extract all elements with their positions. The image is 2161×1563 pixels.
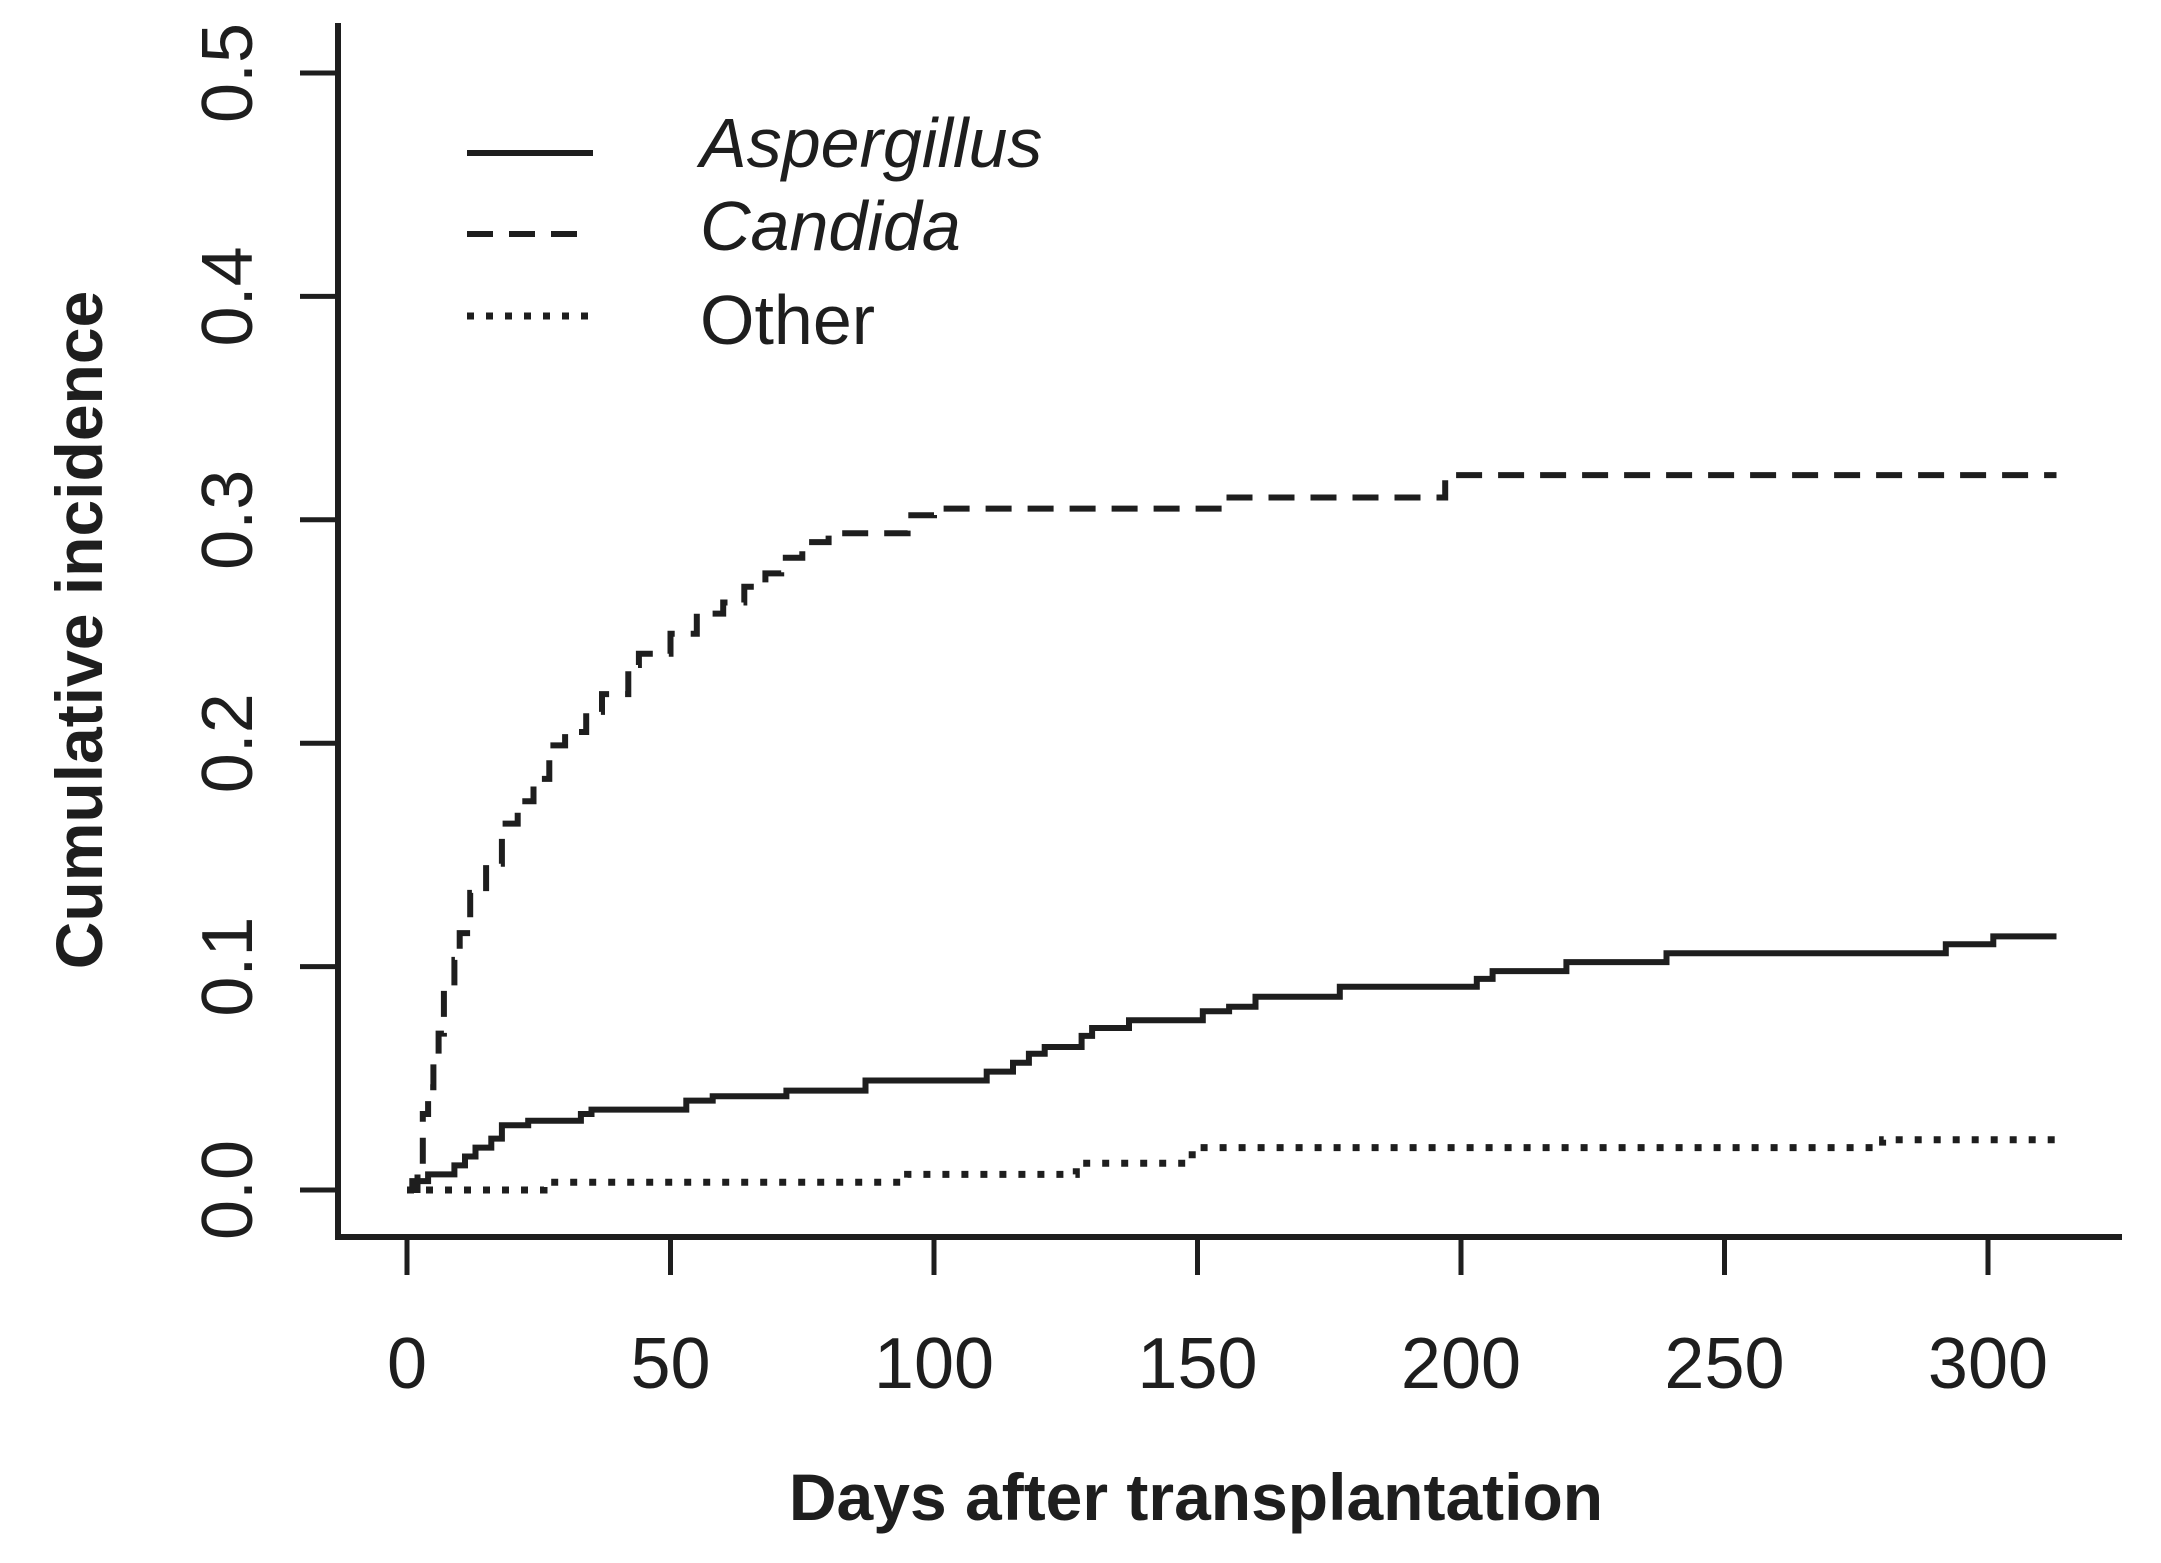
x-tick-label: 0	[387, 1324, 427, 1404]
x-tick-label: 300	[1928, 1324, 2048, 1404]
plot-area	[407, 472, 2057, 1194]
y-tick-label: 0.5	[188, 23, 268, 123]
series-candida-line	[407, 472, 2057, 1193]
x-axis-title: Days after transplantation	[789, 1460, 1603, 1534]
series-aspergillus-line	[407, 933, 2057, 1193]
y-tick-label: 0.0	[188, 1140, 268, 1240]
x-tick-label: 250	[1664, 1324, 1784, 1404]
x-tick-label: 200	[1401, 1324, 1521, 1404]
axes: 0 50 100 150 200 250 300 0.0 0.1 0.2 0.3 0.4 0.5	[188, 23, 2122, 1404]
legend-label-aspergillus: Aspergillus	[696, 104, 1042, 182]
legend-label-candida: Candida	[700, 187, 961, 265]
x-tick-label: 100	[874, 1324, 994, 1404]
x-tick-label: 50	[630, 1324, 710, 1404]
y-tick-label: 0.4	[188, 246, 268, 346]
axis-spines	[335, 23, 2122, 1240]
y-tick-label: 0.2	[188, 693, 268, 793]
x-tick-label: 150	[1137, 1324, 1257, 1404]
legend-label-other: Other	[700, 281, 875, 359]
series-other-line	[407, 1136, 2057, 1194]
y-axis-title: Cumulative incidence	[42, 291, 116, 970]
y-tick-label: 0.1	[188, 917, 268, 1017]
y-tick-label: 0.3	[188, 470, 268, 570]
